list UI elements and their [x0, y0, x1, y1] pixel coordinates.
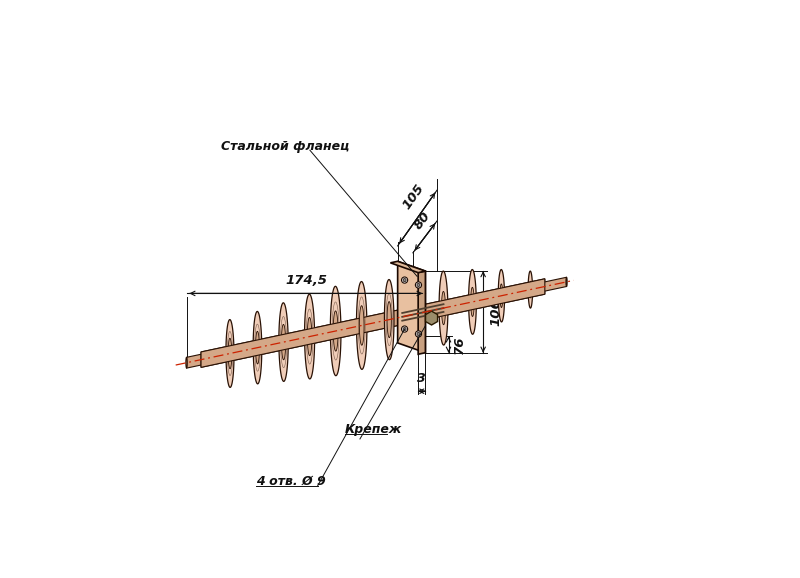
Polygon shape [470, 287, 474, 317]
Polygon shape [305, 294, 314, 379]
Polygon shape [282, 324, 286, 360]
Polygon shape [357, 281, 367, 369]
Polygon shape [228, 338, 232, 369]
Ellipse shape [403, 328, 406, 331]
Polygon shape [566, 277, 567, 287]
Text: 105: 105 [400, 181, 426, 212]
Text: 3: 3 [418, 372, 426, 385]
Ellipse shape [402, 277, 408, 283]
Polygon shape [186, 354, 201, 368]
Text: Крепеж: Крепеж [345, 423, 402, 436]
Polygon shape [398, 261, 426, 353]
Polygon shape [387, 302, 391, 338]
Polygon shape [442, 291, 446, 325]
Polygon shape [500, 284, 503, 307]
Text: 80: 80 [412, 209, 434, 232]
Polygon shape [498, 269, 505, 322]
Polygon shape [418, 271, 426, 354]
Ellipse shape [402, 326, 408, 332]
Polygon shape [390, 261, 426, 273]
Polygon shape [201, 279, 545, 368]
Ellipse shape [417, 332, 420, 335]
Text: 174,5: 174,5 [285, 275, 327, 287]
Polygon shape [255, 331, 259, 364]
Polygon shape [253, 312, 262, 384]
Polygon shape [279, 303, 288, 381]
Text: Стальной фланец: Стальной фланец [222, 140, 350, 153]
Ellipse shape [415, 282, 422, 288]
Polygon shape [530, 281, 531, 298]
Polygon shape [359, 306, 364, 345]
Polygon shape [186, 357, 187, 368]
Polygon shape [538, 277, 566, 292]
Ellipse shape [417, 283, 420, 287]
Polygon shape [201, 279, 545, 368]
Polygon shape [385, 280, 394, 360]
Text: 106: 106 [490, 298, 502, 326]
Polygon shape [439, 271, 448, 345]
Ellipse shape [415, 331, 422, 337]
Polygon shape [469, 269, 476, 334]
Text: 76: 76 [453, 335, 466, 354]
Polygon shape [528, 271, 533, 308]
Polygon shape [330, 286, 341, 376]
Polygon shape [226, 320, 234, 387]
Ellipse shape [403, 279, 406, 281]
Polygon shape [334, 311, 338, 351]
Polygon shape [307, 317, 312, 355]
Text: 4 отв. Ø 9: 4 отв. Ø 9 [256, 475, 326, 488]
